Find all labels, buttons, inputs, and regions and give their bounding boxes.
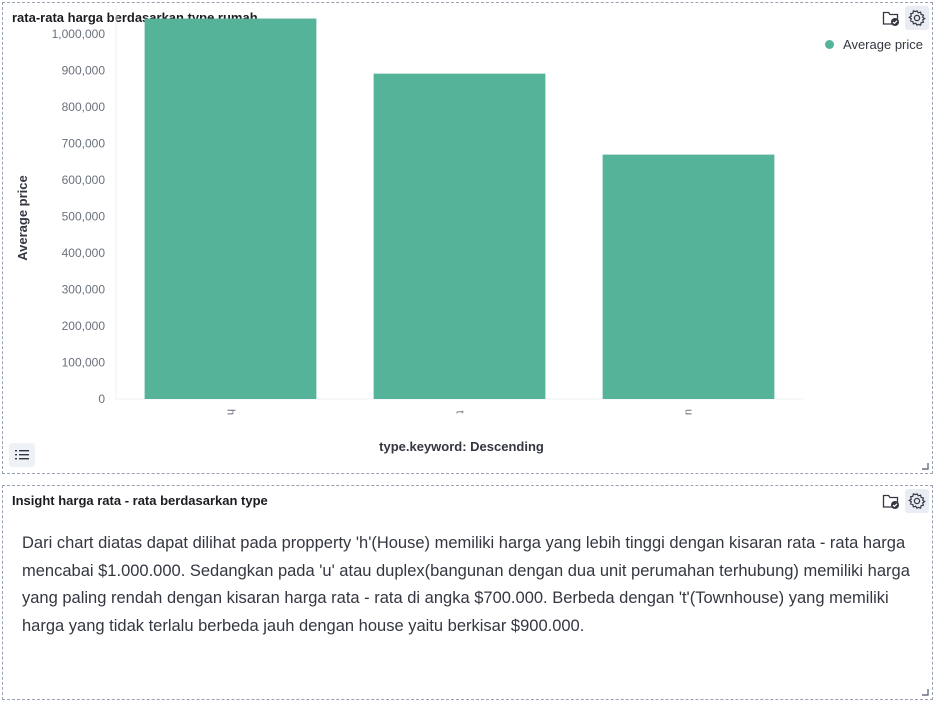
y-tick-label: 500,000 [62, 210, 106, 224]
x-tick-label: t [454, 410, 466, 413]
insight-text: Dari chart diatas dapat dilihat pada pro… [22, 534, 910, 635]
panel-menu-button[interactable] [879, 489, 903, 513]
settings-button[interactable] [905, 489, 929, 513]
folder-check-icon [882, 11, 899, 26]
resize-corner-icon[interactable] [921, 688, 929, 696]
y-tick-label: 700,000 [62, 137, 106, 151]
y-tick-label: 800,000 [62, 100, 106, 114]
y-axis-title: Average price [15, 175, 30, 261]
bar-h [144, 18, 317, 399]
panel-title: Insight harga rata - rata berdasarkan ty… [12, 493, 268, 508]
y-tick-label: 1,000,000 [52, 27, 106, 41]
y-tick-label: 600,000 [62, 173, 106, 187]
legend-swatch [825, 40, 835, 49]
y-tick-label: 900,000 [62, 64, 106, 78]
legend-toggle-button[interactable] [9, 443, 35, 467]
y-tick-label: 200,000 [62, 319, 106, 333]
bar-u [602, 154, 775, 399]
folder-check-icon [882, 494, 899, 509]
y-tick-label: 0 [98, 392, 105, 406]
y-tick-label: 100,000 [62, 356, 106, 370]
markdown-panel: Insight harga rata - rata berdasarkan ty… [2, 485, 933, 700]
gear-icon [908, 492, 926, 510]
legend-label: Average price [843, 37, 923, 52]
gear-icon [908, 9, 926, 27]
bar-t [373, 73, 546, 399]
resize-corner-icon[interactable] [921, 462, 929, 470]
x-tick-label: h [225, 409, 237, 415]
list-icon [15, 450, 29, 460]
settings-button[interactable] [905, 6, 929, 30]
chart-panel: rata-rata harga berdasarkan type rumah 0… [2, 2, 933, 474]
panel-menu-button[interactable] [879, 6, 903, 30]
y-tick-label: 300,000 [62, 283, 106, 297]
x-axis-title: type.keyword: Descending [379, 439, 544, 454]
chart-legend[interactable]: Average price [825, 37, 923, 52]
bar-chart: 0 100,000 200,000 300,000 400,000 500,000 600,… [15, 6, 803, 454]
x-tick-label: u [683, 409, 695, 415]
y-tick-label: 400,000 [62, 246, 106, 260]
